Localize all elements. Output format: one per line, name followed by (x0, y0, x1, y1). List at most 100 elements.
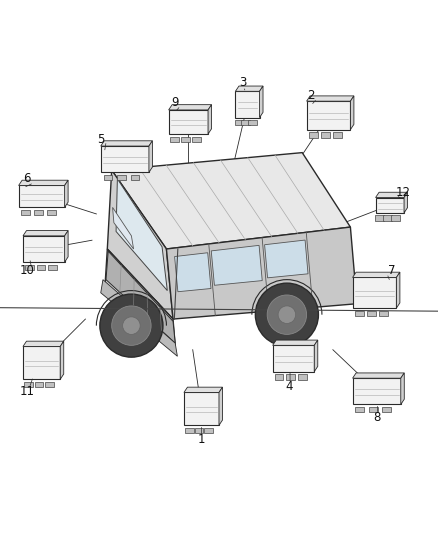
Bar (192, 136, 201, 142)
Polygon shape (307, 96, 354, 101)
Text: 2: 2 (307, 89, 315, 102)
Polygon shape (353, 272, 400, 278)
Bar (18, 185, 64, 207)
Bar (24, 382, 33, 387)
Circle shape (123, 317, 140, 334)
Text: 10: 10 (20, 264, 35, 277)
Text: 4: 4 (285, 381, 293, 393)
Text: 12: 12 (396, 185, 410, 198)
Bar (355, 407, 364, 413)
Bar (307, 101, 350, 130)
Polygon shape (106, 251, 175, 343)
Polygon shape (353, 373, 404, 378)
Polygon shape (350, 96, 354, 130)
Polygon shape (116, 179, 167, 290)
Polygon shape (112, 152, 350, 249)
Bar (101, 146, 149, 172)
Bar (321, 132, 330, 138)
Bar (309, 132, 318, 138)
Polygon shape (101, 141, 152, 146)
Bar (45, 382, 54, 387)
Circle shape (100, 294, 163, 357)
Polygon shape (401, 373, 404, 405)
Bar (367, 311, 376, 316)
Bar (103, 175, 112, 180)
Bar (34, 210, 43, 215)
Polygon shape (272, 340, 318, 345)
Polygon shape (65, 231, 68, 262)
Text: 3: 3 (240, 76, 247, 89)
Polygon shape (219, 387, 223, 425)
Bar (369, 407, 378, 413)
Bar (375, 215, 384, 221)
Text: 8: 8 (373, 411, 380, 424)
Polygon shape (113, 207, 134, 249)
Polygon shape (265, 240, 308, 278)
Bar (379, 311, 388, 316)
Circle shape (267, 295, 307, 334)
Bar (47, 210, 56, 215)
Bar (169, 110, 208, 134)
Bar (353, 278, 396, 308)
Circle shape (255, 283, 318, 346)
Bar (23, 236, 65, 262)
Bar (392, 215, 400, 221)
Bar (248, 120, 257, 125)
Polygon shape (107, 170, 173, 319)
Polygon shape (259, 86, 263, 118)
Polygon shape (149, 141, 152, 172)
Polygon shape (208, 104, 212, 134)
Bar (286, 374, 295, 379)
Text: 6: 6 (23, 172, 31, 185)
Bar (355, 311, 364, 316)
Bar (272, 345, 314, 372)
Polygon shape (376, 192, 407, 198)
Polygon shape (396, 272, 400, 308)
Polygon shape (60, 341, 64, 379)
Polygon shape (314, 340, 318, 372)
Bar (236, 91, 259, 118)
Bar (333, 132, 342, 138)
Bar (383, 215, 392, 221)
Bar (353, 378, 401, 405)
Bar (117, 175, 126, 180)
Bar (36, 265, 45, 270)
Polygon shape (404, 192, 407, 213)
Bar (185, 428, 194, 433)
Bar (35, 382, 43, 387)
Bar (170, 136, 179, 142)
Polygon shape (23, 231, 68, 236)
Bar (275, 374, 283, 379)
Polygon shape (18, 180, 68, 185)
Text: 5: 5 (97, 133, 104, 146)
Polygon shape (236, 86, 263, 91)
Bar (23, 346, 60, 379)
Polygon shape (23, 341, 64, 346)
Polygon shape (64, 180, 68, 207)
Text: 9: 9 (171, 96, 179, 109)
Polygon shape (101, 280, 177, 356)
Bar (205, 428, 213, 433)
Circle shape (278, 306, 296, 324)
Bar (21, 210, 30, 215)
Bar (181, 136, 190, 142)
Bar (241, 120, 250, 125)
Bar (382, 407, 391, 413)
Polygon shape (184, 387, 223, 392)
Text: 11: 11 (20, 385, 35, 398)
Bar (131, 175, 139, 180)
Text: 7: 7 (388, 264, 396, 277)
Polygon shape (211, 245, 262, 285)
Bar (48, 265, 57, 270)
Bar (184, 392, 219, 425)
Polygon shape (175, 253, 211, 292)
Polygon shape (169, 104, 212, 110)
Bar (25, 265, 34, 270)
Polygon shape (166, 227, 357, 319)
Bar (376, 198, 404, 213)
Bar (235, 120, 244, 125)
Bar (298, 374, 307, 379)
Polygon shape (105, 249, 175, 345)
Bar (194, 428, 203, 433)
Text: 1: 1 (198, 433, 205, 446)
